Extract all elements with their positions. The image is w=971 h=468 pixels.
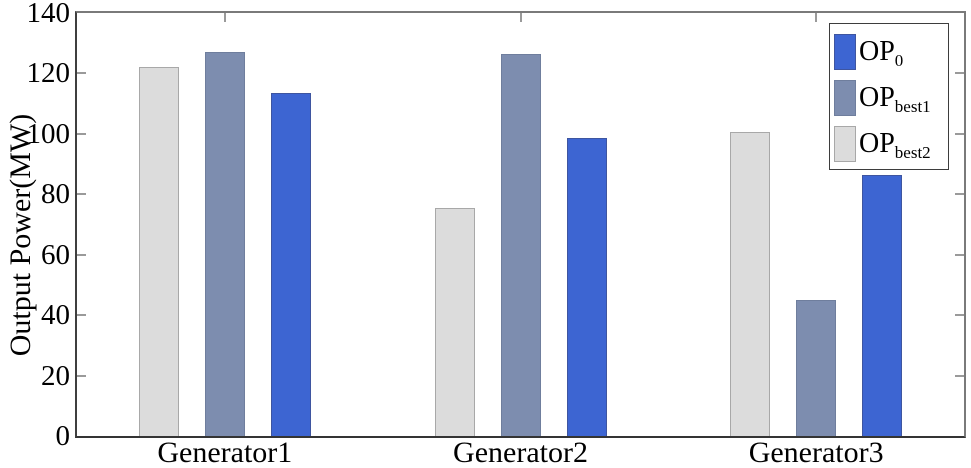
bar-OP0-Generator2 [566, 138, 607, 436]
x-tick-label: Generator3 [748, 436, 884, 468]
legend-swatch-OPbest1 [834, 80, 856, 116]
y-tick-label: 120 [26, 57, 71, 90]
bar-OPbest2-Generator1 [138, 67, 179, 436]
y-tick-mark-left [77, 193, 86, 196]
y-tick-mark-left [77, 374, 86, 377]
plot-area [75, 11, 966, 438]
y-tick-mark-right [955, 193, 964, 196]
bar-OPbest1-Generator2 [500, 53, 541, 436]
legend-item-OPbest1: OPbest1 [834, 75, 948, 121]
y-tick-label: 20 [41, 359, 70, 392]
x-tick-mark-top [223, 13, 226, 22]
y-tick-mark-right [955, 253, 964, 256]
y-tick-label: 80 [41, 178, 70, 211]
legend-item-OPbest2: OPbest2 [834, 121, 948, 167]
legend-label-OPbest2: OPbest2 [859, 128, 931, 162]
y-tick-mark-left [77, 132, 86, 135]
y-tick-label: 100 [26, 117, 71, 150]
y-tick-label: 40 [41, 299, 70, 332]
x-tick-mark-top [519, 13, 522, 22]
y-tick-mark-left [77, 253, 86, 256]
y-tick-mark-right [955, 374, 964, 377]
bar-OPbest2-Generator3 [730, 132, 771, 436]
legend: OP0 OPbest1 OPbest2 [829, 23, 949, 170]
y-tick-label: 60 [41, 238, 70, 271]
x-tick-label: Generator1 [157, 436, 293, 468]
bar-OP0-Generator1 [270, 93, 311, 436]
legend-swatch-OPbest2 [834, 126, 856, 162]
y-tick-mark-right [955, 132, 964, 135]
legend-item-OP0: OP0 [834, 29, 948, 75]
y-tick-mark-right [955, 72, 964, 75]
legend-label-OP0: OP0 [859, 36, 904, 70]
y-tick-mark-left [77, 72, 86, 75]
bar-OPbest1-Generator3 [796, 300, 837, 436]
x-tick-label: Generator2 [453, 436, 588, 468]
bar-OP0-Generator3 [862, 174, 903, 436]
y-tick-label: 140 [26, 0, 71, 29]
y-tick-mark-left [77, 314, 86, 317]
y-tick-label: 0 [55, 420, 71, 452]
legend-label-OPbest1: OPbest1 [859, 82, 931, 116]
y-tick-mark-right [955, 314, 964, 317]
x-tick-mark-top [815, 13, 818, 22]
legend-swatch-OP0 [834, 34, 856, 70]
bar-OPbest1-Generator1 [204, 52, 245, 436]
bar-OPbest2-Generator2 [434, 207, 475, 436]
